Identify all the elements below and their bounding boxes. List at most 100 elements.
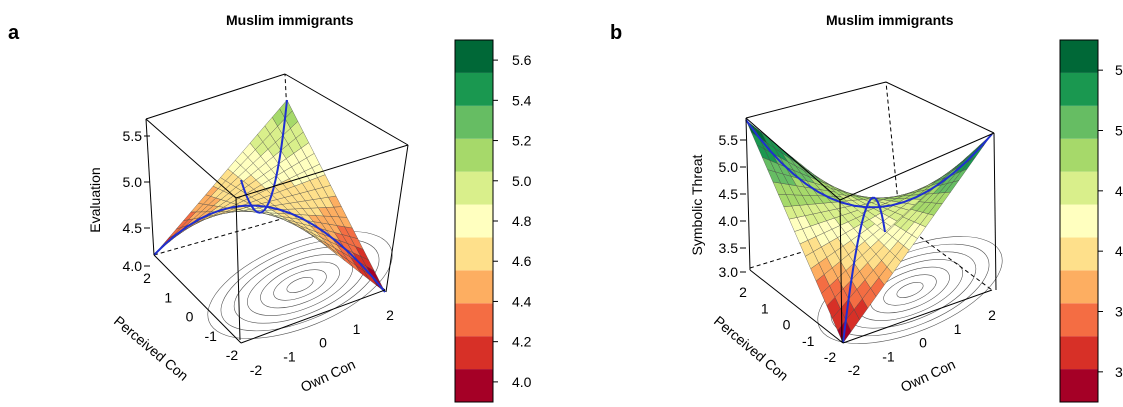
contour-line (207, 231, 393, 339)
contour-line (883, 274, 937, 306)
y-axis-label: Perceived Con (111, 313, 192, 384)
colorbar-label: 3.0 (1115, 364, 1123, 380)
box-edge (839, 132, 995, 201)
chart-title: Muslim immigrants (226, 12, 354, 28)
x-axis: -2 -1 0 1 2 (250, 307, 394, 378)
x-tick-label: -1 (283, 348, 296, 364)
z-axis-label: Symbolic Threat (689, 154, 705, 255)
x-tick-label: 0 (319, 335, 327, 351)
colorbar-segment (1060, 72, 1098, 106)
colorbar-label: 4.5 (1115, 183, 1123, 199)
contour-line (896, 282, 924, 298)
z-axis: 3.0 3.5 4.0 4.5 5.0 5.5 (719, 132, 746, 280)
colorbar-segment (1060, 369, 1098, 402)
box-edge (993, 132, 997, 291)
z-tick-label: 4.0 (123, 258, 143, 274)
box-edge (145, 73, 286, 120)
colorbar-segment (1060, 40, 1098, 73)
x-tick-label: 2 (988, 307, 996, 323)
contour-line (870, 266, 950, 314)
z-tick-label: 4.5 (719, 186, 739, 202)
box-edge (749, 269, 844, 344)
colorbar-label: 4.0 (1115, 243, 1123, 259)
colorbar-segment (455, 336, 493, 370)
y-tick-label: 2 (739, 284, 747, 300)
y-axis: -2 -1 012 (739, 284, 836, 365)
x-axis-label: Own Con (298, 356, 358, 395)
ridge-lines (745, 119, 993, 344)
z-tick-label: 5.0 (719, 159, 739, 175)
colorbar-label: 5.2 (512, 133, 532, 149)
y-tick-label: -1 (802, 333, 815, 349)
contour-line (260, 261, 340, 309)
y-tick-label: 0 (783, 317, 791, 333)
bounding-box (745, 81, 997, 344)
contour-line (273, 269, 327, 301)
chart-title: Muslim immigrants (826, 12, 954, 28)
box-edge (745, 117, 751, 271)
panel-label: a (8, 22, 20, 44)
colorbar-label: 5.4 (512, 92, 532, 108)
panel-label: b (610, 22, 623, 44)
x-tick-label: 1 (954, 321, 962, 337)
box-edge (240, 289, 386, 344)
y-tick-label: 0 (186, 309, 194, 325)
x-tick-label: -1 (882, 348, 895, 364)
colorbar-label: 5.5 (1115, 62, 1123, 78)
ridge-lines (153, 99, 386, 293)
box-edge (145, 118, 237, 199)
y-tick-label: 1 (164, 289, 172, 305)
colorbar-segment (1060, 237, 1098, 271)
colorbar-segment (1060, 171, 1098, 205)
surface-mesh (745, 119, 993, 344)
colorbar-label: 5.0 (1115, 123, 1123, 139)
box-edge (385, 144, 409, 293)
x-axis: -2 -1 0 1 2 (848, 307, 996, 378)
x-axis-label: Own Con (898, 356, 958, 395)
z-axis-label: Evaluation (87, 167, 103, 232)
z-tick-label: 5.5 (123, 128, 143, 144)
colorbar-segment (455, 138, 493, 172)
z-tick-label: 4.0 (719, 213, 739, 229)
colorbar-segment (1060, 336, 1098, 370)
colorbar-segment (455, 204, 493, 238)
contour-line (220, 238, 380, 332)
y-axis-label: Perceived Con (711, 313, 792, 384)
x-tick-label: -2 (848, 362, 861, 378)
box-edge (145, 118, 155, 256)
y-tick-label: -2 (226, 347, 239, 363)
colorbar-frame (1059, 39, 1099, 403)
colorbar-segment (1060, 270, 1098, 304)
box-edge (153, 254, 242, 344)
colorbar-segment (455, 40, 493, 73)
z-tick-label: 5.5 (719, 132, 739, 148)
floor-contours (207, 231, 393, 339)
x-tick-label: 0 (919, 335, 927, 351)
colorbar-label: 4.8 (512, 213, 532, 229)
colorbar-segment (455, 303, 493, 337)
y-axis: -2 -1 012 (143, 270, 238, 363)
x-tick-label: 1 (353, 321, 361, 337)
colorbar-segment (1060, 204, 1098, 238)
y-tick-label: -1 (205, 328, 218, 344)
x-tick-label: -2 (250, 362, 263, 378)
bounding-box (145, 73, 409, 344)
colorbar-label: 5.6 (512, 52, 532, 68)
y-tick-label: -2 (824, 349, 837, 365)
box-edge (235, 197, 241, 341)
z-tick-label: 4.5 (123, 220, 143, 236)
colorbar-segment (1060, 303, 1098, 337)
y-tick-label: 2 (143, 270, 151, 286)
box-edge (842, 289, 993, 344)
box-edge (745, 117, 841, 201)
colorbar-segment (455, 237, 493, 271)
colorbar-label: 4.0 (512, 374, 532, 390)
colorbar-label: 4.4 (512, 293, 532, 309)
colorbar-label: 4.6 (512, 253, 532, 269)
colorbar-segment (455, 72, 493, 106)
colorbar: 4.0 4.2 4.4 4.6 4.8 5.0 5.2 5.4 5.6 (454, 39, 532, 403)
box-edge (284, 73, 409, 146)
y-tick-label: 1 (761, 300, 769, 316)
